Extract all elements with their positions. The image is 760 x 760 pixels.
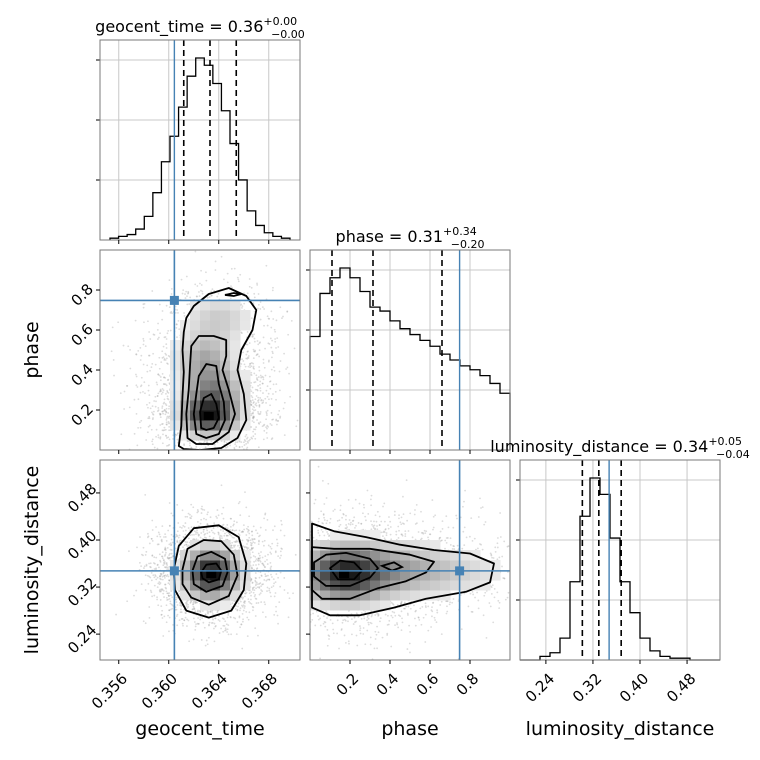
contour-island-0 bbox=[224, 292, 242, 297]
x-axis-label-geocent_time: geocent_time bbox=[135, 718, 264, 740]
hist-panel-geocent_time: geocent_time = 0.36+0.00 −0.00 bbox=[95, 15, 305, 244]
density-panel-geocent_time-luminosity_distance bbox=[96, 459, 301, 664]
truth-marker bbox=[169, 295, 179, 305]
y-tick-label-luminosity_distance: 0.32 bbox=[64, 574, 100, 610]
panel-frame bbox=[99, 39, 301, 241]
truth-marker bbox=[169, 566, 179, 576]
y-tick-label-phase: 0.2 bbox=[67, 400, 97, 430]
x-tick-label-geocent_time: 0.360 bbox=[138, 670, 181, 713]
x-tick-label-luminosity_distance: 0.48 bbox=[663, 670, 699, 706]
x-axis-label-luminosity_distance: luminosity_distance bbox=[526, 718, 715, 740]
x-tick-label-luminosity_distance: 0.32 bbox=[569, 670, 605, 706]
truth-marker bbox=[455, 566, 465, 576]
contour-level-3 bbox=[200, 562, 223, 584]
y-tick-label-phase: 0.4 bbox=[67, 360, 97, 390]
histogram-phase bbox=[309, 267, 511, 450]
hist-title-luminosity_distance: luminosity_distance = 0.34+0.05 −0.04 bbox=[490, 435, 750, 461]
contour-level-1 bbox=[311, 546, 435, 600]
contour-island-0 bbox=[379, 561, 405, 572]
density-peak bbox=[203, 412, 214, 420]
contour-level-2 bbox=[191, 550, 229, 593]
x-axis-label-phase: phase bbox=[381, 718, 438, 740]
contour-level-2 bbox=[313, 552, 379, 587]
x-tick-label-luminosity_distance: 0.40 bbox=[616, 670, 652, 706]
y-tick-label-phase: 0.6 bbox=[67, 320, 97, 350]
contour-level-0 bbox=[311, 522, 495, 617]
histogram-luminosity_distance bbox=[520, 477, 720, 661]
y-tick-label-phase: 0.8 bbox=[67, 280, 97, 310]
density-panel-phase-luminosity_distance bbox=[306, 459, 511, 664]
panel-frame bbox=[99, 249, 301, 451]
density-peak bbox=[206, 570, 217, 579]
panel-frame bbox=[519, 459, 721, 661]
x-tick-label-geocent_time: 0.364 bbox=[188, 670, 231, 713]
panel-frame bbox=[309, 249, 511, 451]
contour-level-2 bbox=[192, 363, 226, 439]
x-tick-label-phase: 0.2 bbox=[333, 670, 363, 700]
contour-level-1 bbox=[181, 539, 239, 606]
y-tick-label-luminosity_distance: 0.24 bbox=[64, 621, 100, 657]
hist-panel-phase: phase = 0.31+0.34 −0.20 bbox=[306, 225, 511, 454]
hist-title-geocent_time: geocent_time = 0.36+0.00 −0.00 bbox=[95, 15, 305, 41]
contour-level-1 bbox=[185, 335, 236, 445]
panel-frame bbox=[309, 459, 511, 661]
x-tick-label-geocent_time: 0.368 bbox=[238, 670, 281, 713]
y-tick-label-luminosity_distance: 0.40 bbox=[64, 527, 100, 563]
y-axis-label-luminosity_distance: luminosity_distance bbox=[21, 466, 43, 655]
hist-panel-luminosity_distance: luminosity_distance = 0.34+0.05 −0.04 bbox=[490, 435, 750, 664]
x-tick-label-phase: 0.4 bbox=[373, 670, 403, 700]
contour-level-3 bbox=[199, 393, 220, 431]
hist-title-phase: phase = 0.31+0.34 −0.20 bbox=[336, 225, 485, 251]
panel-frame bbox=[99, 459, 301, 661]
x-tick-label-phase: 0.6 bbox=[413, 670, 443, 700]
density-panel-geocent_time-phase bbox=[96, 249, 301, 454]
x-tick-label-geocent_time: 0.356 bbox=[88, 670, 131, 713]
density-peak bbox=[339, 570, 349, 579]
x-tick-label-luminosity_distance: 0.24 bbox=[522, 670, 558, 706]
y-tick-label-luminosity_distance: 0.48 bbox=[64, 480, 100, 516]
histogram-geocent_time bbox=[109, 57, 291, 240]
contour-level-0 bbox=[177, 287, 258, 450]
contour-level-0 bbox=[172, 524, 248, 619]
y-axis-label-phase: phase bbox=[21, 321, 43, 378]
x-tick-label-phase: 0.8 bbox=[453, 670, 483, 700]
